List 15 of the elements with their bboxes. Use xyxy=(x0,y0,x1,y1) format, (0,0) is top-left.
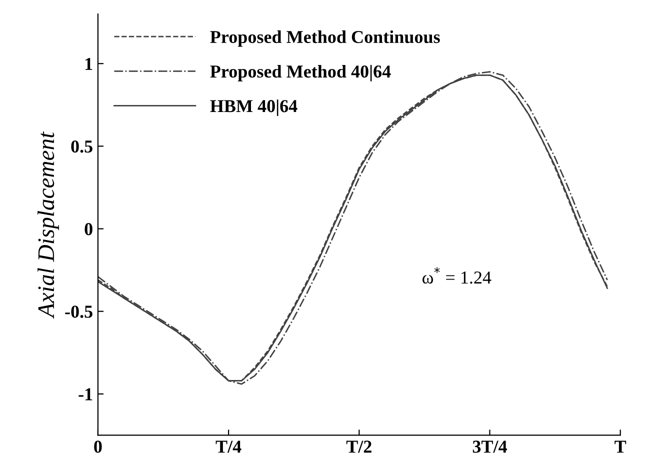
y-tick-label: -1 xyxy=(78,388,92,400)
x-tick-label: 0 xyxy=(94,440,102,453)
x-tick-label: T/4 xyxy=(216,440,242,453)
x-tick-label: 3T/4 xyxy=(472,440,507,453)
annotation: ω$^{*}$ = 1.24 xyxy=(422,267,492,284)
legend-label: Proposed Method 40|64 xyxy=(210,64,391,82)
x-tick-label: T/2 xyxy=(346,440,372,453)
legend-label: HBM 40|64 xyxy=(210,100,298,116)
y-tick-label: 1 xyxy=(86,58,92,70)
x-tick-label: T xyxy=(614,440,626,453)
y-tick-label: -0.5 xyxy=(65,306,92,318)
y-axis-title: Axial Displacement xyxy=(38,131,59,319)
legend-label: Proposed Method Continuous xyxy=(210,30,440,47)
y-tick-label: 0 xyxy=(84,223,92,236)
y-tick-label: 0.5 xyxy=(71,140,92,153)
